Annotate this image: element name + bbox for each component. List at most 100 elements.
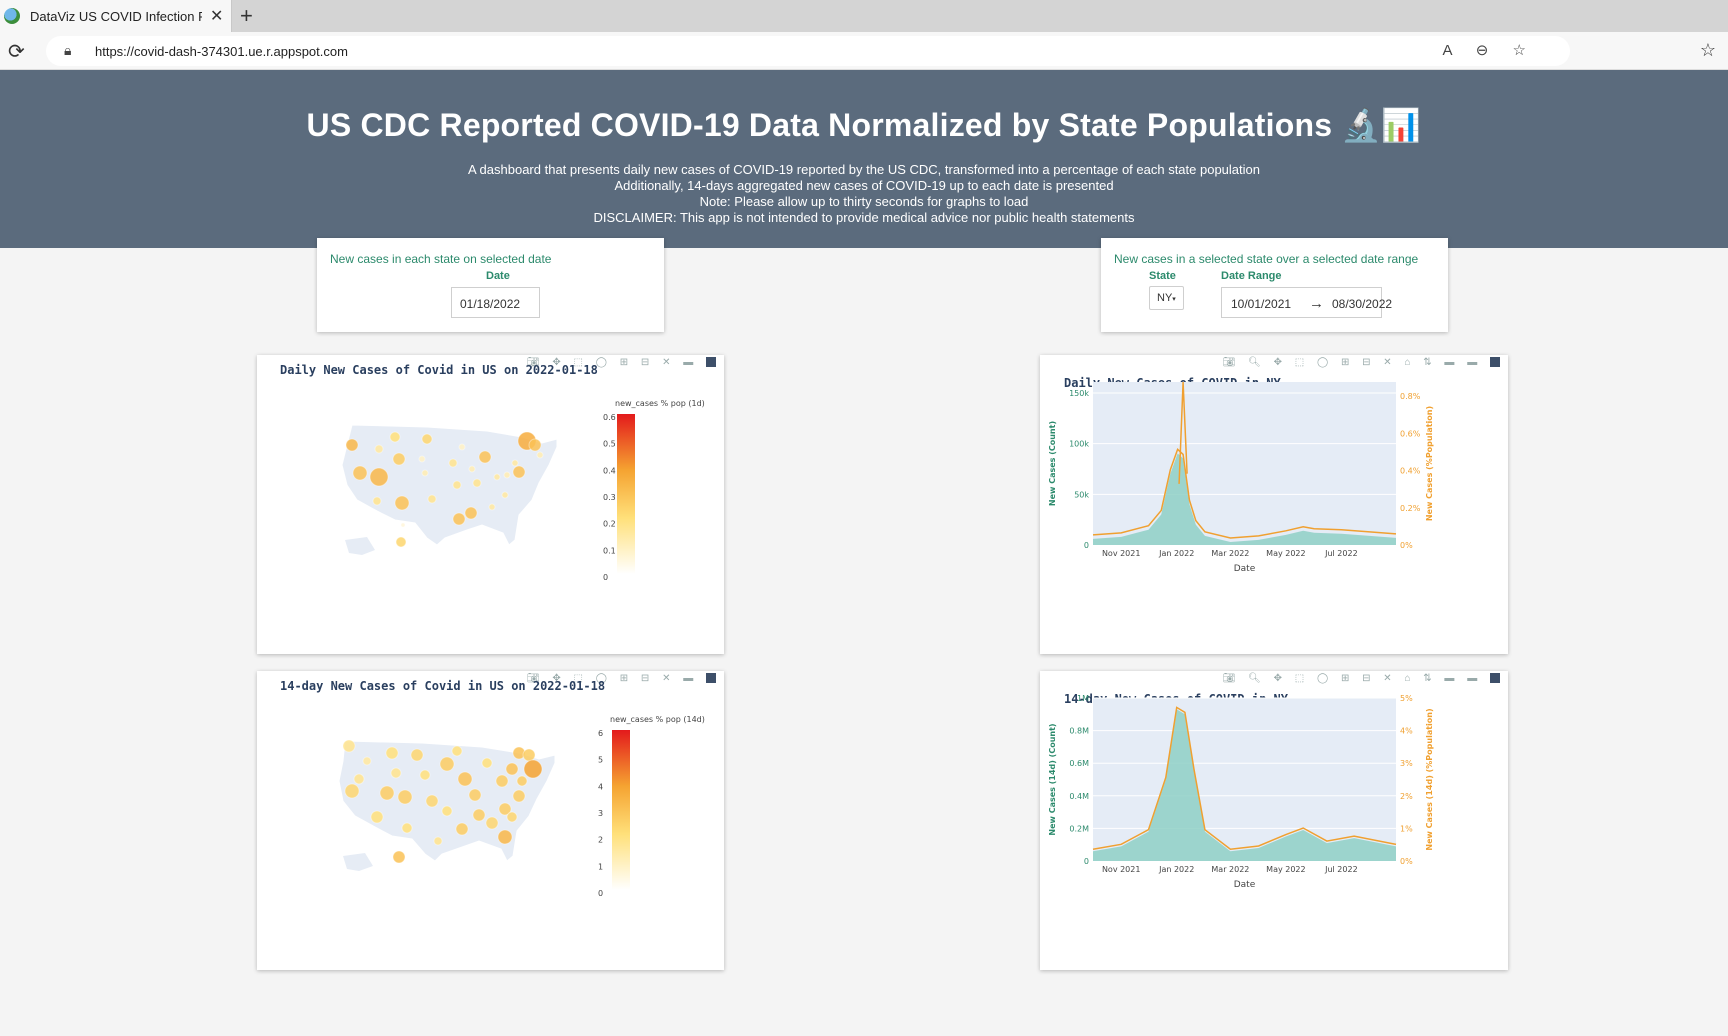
state-marker[interactable] [455, 822, 469, 836]
state-marker[interactable] [385, 746, 399, 760]
state-dropdown[interactable]: NY▾ [1149, 286, 1184, 310]
state-marker[interactable] [452, 512, 466, 526]
plot-modebar[interactable]: 📷︎ ✥ ⬚ ◯ ⊞ ⊟ ✕ ▬ [527, 673, 716, 684]
date-range-picker[interactable]: 10/01/2021 → 08/30/2022 [1221, 287, 1392, 318]
state-marker[interactable] [464, 506, 478, 520]
plot-modebar[interactable]: 📷︎ 🔍︎ ✥ ⬚ ◯ ⊞ ⊟ ✕ ⌂ ⇅ ▬ ▬ [1223, 673, 1500, 684]
plot-modebar[interactable]: 📷︎ 🔍︎ ✥ ⬚ ◯ ⊞ ⊟ ✕ ⌂ ⇅ ▬ ▬ [1223, 357, 1500, 368]
state-marker[interactable] [433, 836, 443, 846]
state-marker[interactable] [505, 762, 519, 776]
state-marker[interactable] [493, 473, 501, 481]
state-marker[interactable] [498, 802, 512, 816]
state-marker[interactable] [506, 811, 518, 823]
browser-tab[interactable]: DataViz US COVID Infection Rate ✕ [0, 0, 232, 32]
state-marker[interactable] [401, 822, 413, 834]
state-marker[interactable] [536, 451, 544, 459]
state-marker[interactable] [392, 452, 406, 466]
state-marker[interactable] [488, 503, 496, 511]
reload-icon[interactable]: ⟳ [8, 41, 25, 63]
new-tab-button[interactable]: + [240, 3, 253, 28]
count-area [1093, 709, 1396, 861]
state-marker[interactable] [452, 480, 462, 490]
state-marker[interactable] [345, 438, 359, 452]
state-marker[interactable] [394, 495, 410, 511]
state-marker[interactable] [352, 465, 368, 481]
state-marker[interactable] [425, 794, 439, 808]
start-date[interactable]: 10/01/2021 [1231, 297, 1292, 311]
favorites-icon[interactable]: ☆ [1699, 40, 1716, 60]
state-marker[interactable] [516, 775, 528, 787]
state-marker[interactable] [497, 829, 513, 845]
x-axis-label: Date [1234, 880, 1256, 890]
state-marker[interactable] [512, 789, 526, 803]
y-tick-right: 0.8% [1400, 392, 1421, 401]
plotly-logo-icon[interactable] [1490, 357, 1500, 368]
state-marker[interactable] [458, 443, 466, 451]
zoom-out-icon[interactable]: ⊖ [1475, 42, 1489, 59]
state-marker[interactable] [395, 536, 407, 548]
state-marker[interactable] [372, 496, 382, 506]
state-marker[interactable] [344, 783, 360, 799]
state-marker[interactable] [511, 459, 519, 467]
state-marker[interactable] [472, 808, 486, 822]
colorbar [617, 414, 635, 574]
state-marker[interactable] [370, 810, 384, 824]
state-marker[interactable] [528, 438, 542, 452]
state-marker[interactable] [448, 458, 458, 468]
end-date[interactable]: 08/30/2022 [1332, 297, 1393, 311]
state-marker[interactable] [342, 739, 356, 753]
state-marker[interactable] [374, 444, 384, 454]
date-picker[interactable]: 01/18/2022 [451, 287, 540, 318]
state-marker[interactable] [481, 757, 493, 769]
state-marker[interactable] [397, 789, 413, 805]
state-marker[interactable] [468, 465, 476, 473]
url-text[interactable]: https://covid-dash-374301.ue.r.appspot.c… [95, 44, 348, 59]
state-marker[interactable] [472, 478, 482, 488]
colorbar-title: new_cases % pop (1d) [615, 399, 705, 408]
state-marker[interactable] [468, 788, 482, 802]
count-area [1093, 453, 1396, 545]
state-marker[interactable] [439, 756, 455, 772]
state-marker[interactable] [390, 767, 402, 779]
state-marker[interactable] [522, 748, 536, 762]
plotly-logo-icon[interactable] [706, 357, 716, 368]
state-marker[interactable] [410, 748, 424, 762]
description-line: Note: Please allow up to thirty seconds … [699, 194, 1029, 209]
state-marker[interactable] [478, 450, 492, 464]
ny-daily-plot: 0 50k 100k 150k 0% 0.2% 0.4% 0.6% 0.8% Nov 2021 Ja… [1048, 381, 1434, 574]
plotly-logo-icon[interactable] [1490, 673, 1500, 684]
state-marker[interactable] [503, 471, 511, 479]
state-marker[interactable] [421, 469, 429, 477]
state-marker[interactable] [419, 769, 431, 781]
state-marker[interactable] [451, 745, 463, 757]
state-marker[interactable] [353, 773, 365, 785]
y-tick-left: 0.6M [1069, 759, 1089, 768]
state-marker[interactable] [389, 431, 401, 443]
state-marker[interactable] [457, 771, 473, 787]
add-favorite-icon[interactable]: ☆ [1512, 42, 1526, 59]
read-aloud-icon[interactable]: A [1442, 42, 1452, 59]
state-marker[interactable] [501, 491, 509, 499]
state-marker[interactable] [441, 805, 453, 817]
state-marker[interactable] [362, 756, 372, 766]
state-marker[interactable] [523, 759, 543, 779]
close-tab-icon[interactable]: ✕ [210, 8, 224, 25]
x-tick: Jan 2022 [1158, 549, 1194, 558]
map-svg: new_cases % pop (1d) 0.6 0.5 0.4 0.3 0.2 0.1 0 [341, 399, 705, 582]
colorbar-tick: 0 [598, 889, 603, 898]
x-axis-label: Date [1234, 564, 1256, 574]
state-marker[interactable] [485, 816, 499, 830]
state-marker[interactable] [369, 467, 389, 487]
state-marker[interactable] [392, 850, 406, 864]
state-marker[interactable] [427, 494, 437, 504]
state-marker[interactable] [418, 455, 426, 463]
url-field[interactable]: 🔒︎ https://covid-dash-374301.ue.r.appspo… [46, 36, 1570, 66]
state-marker[interactable] [512, 465, 526, 479]
state-marker[interactable] [421, 433, 433, 445]
state-marker[interactable] [379, 785, 395, 801]
state-marker[interactable] [495, 774, 509, 788]
plotly-logo-icon[interactable] [706, 673, 716, 684]
state-marker[interactable] [400, 522, 406, 528]
plot-modebar[interactable]: 📷︎ ✥ ⬚ ◯ ⊞ ⊟ ✕ ▬ [527, 357, 716, 368]
x-tick: Nov 2021 [1102, 549, 1141, 558]
